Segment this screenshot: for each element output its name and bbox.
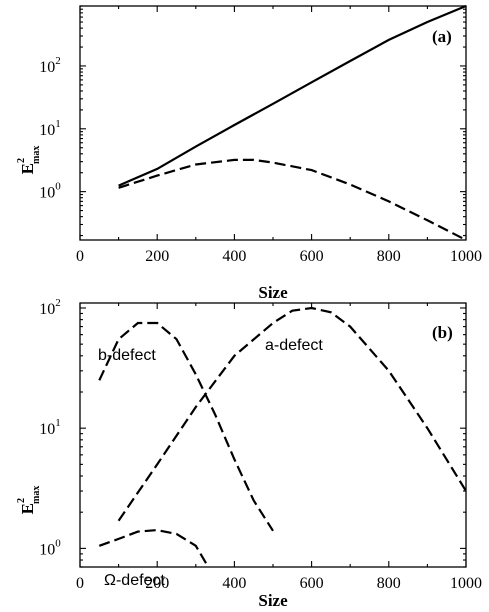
y-tick-label: 101 xyxy=(39,417,61,438)
x-tick-label: 800 xyxy=(377,248,401,265)
series-line-b-defect xyxy=(98,321,274,532)
y-tick-label: 100 xyxy=(39,181,61,202)
x-tick-label: 0 xyxy=(76,248,84,265)
x-tick-label: 800 xyxy=(377,575,401,592)
series-line--defect xyxy=(98,528,209,567)
x-axis-label: Size xyxy=(258,591,288,610)
x-tick-label: 400 xyxy=(222,248,246,265)
panel-a: 0 200 400 600 800 1000 100 101 102 Size E2 max (a) xyxy=(16,4,482,302)
plot-frame xyxy=(79,5,467,241)
series-annotation: a-defect xyxy=(265,337,323,354)
panel-label: (b) xyxy=(432,323,453,342)
panel-label: (a) xyxy=(432,27,452,46)
series-annotation: b-defect xyxy=(98,347,156,364)
x-tick-label: 600 xyxy=(300,248,324,265)
series-line-solid-0 xyxy=(118,4,467,187)
series-line-dashed-1 xyxy=(118,158,467,241)
x-tick-label: 1000 xyxy=(450,575,482,592)
x-tick-label: 0 xyxy=(76,575,84,592)
y-tick-label: 102 xyxy=(39,297,61,318)
x-tick-label: 200 xyxy=(145,575,169,592)
x-tick-label: 200 xyxy=(145,248,169,265)
series-annotation: Ω-defect xyxy=(104,572,165,589)
y-axis-label: E2 max xyxy=(16,486,42,515)
y-tick-label: 101 xyxy=(39,118,61,139)
y-tick-label: 102 xyxy=(39,55,61,76)
x-axis-label: Size xyxy=(258,283,288,302)
x-tick-label: 400 xyxy=(222,575,246,592)
x-tick-label: 600 xyxy=(300,575,324,592)
panel-b: 0 200 400 600 800 1000 100 101 102 Size E2 max (b) a-… xyxy=(16,297,482,610)
y-tick-label: 100 xyxy=(39,537,61,558)
x-tick-label: 1000 xyxy=(450,248,482,265)
series-line-a-defect xyxy=(117,306,467,522)
y-axis-label: E2 max xyxy=(16,146,42,175)
